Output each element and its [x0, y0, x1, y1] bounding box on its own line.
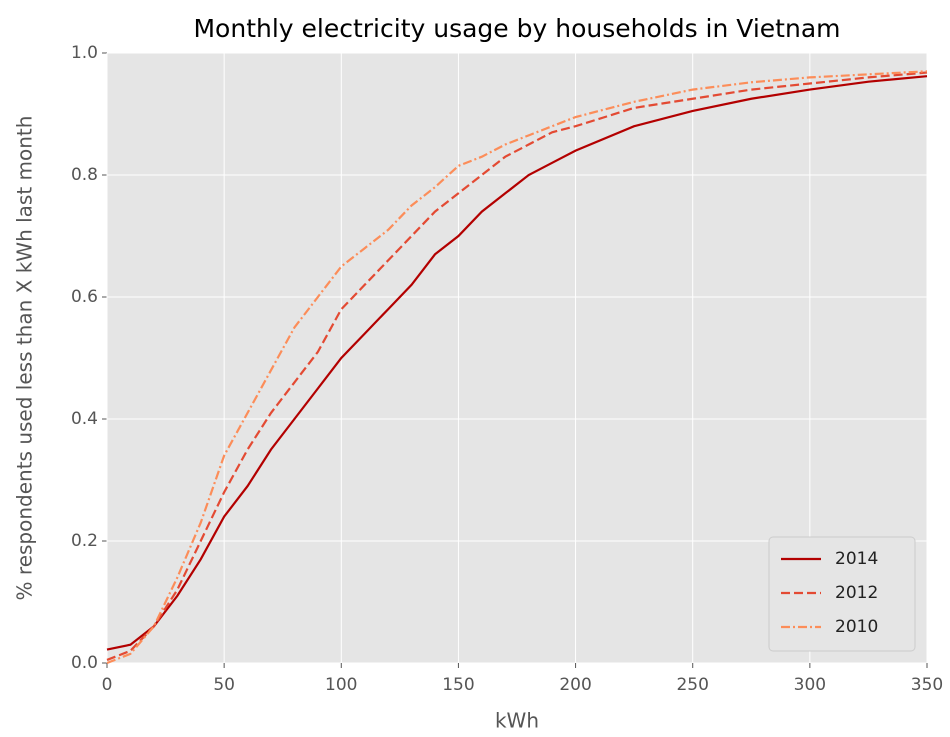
- line: [106, 75, 928, 651]
- legend-label: 2010: [835, 617, 878, 637]
- line: [106, 71, 928, 661]
- chart-title: Monthly electricity usage by households …: [193, 14, 840, 43]
- line: [106, 70, 928, 665]
- x-tick-label: 50: [213, 675, 235, 695]
- y-tick-label: 1.0: [71, 43, 98, 63]
- x-tick-label: 200: [559, 675, 591, 695]
- legend-box: [768, 536, 916, 652]
- y-tick-label: 0.8: [71, 165, 98, 185]
- y-tick-label: 0.2: [71, 531, 98, 551]
- y-axis-label: % respondents used less than X kWh last …: [13, 116, 37, 601]
- y-tick-label: 0.4: [71, 409, 98, 429]
- legend-label: 2014: [835, 549, 878, 569]
- x-tick-label: 150: [442, 675, 474, 695]
- x-tick-label: 300: [794, 675, 826, 695]
- x-tick-label: 0: [102, 675, 113, 695]
- legend: 2014 2012 2010: [768, 536, 916, 652]
- x-axis-label: kWh: [495, 709, 539, 733]
- y-tick-label: 0.6: [71, 287, 98, 307]
- x-tick-label: 350: [911, 675, 943, 695]
- y-tick-label: 0.0: [71, 653, 98, 673]
- x-tick-label: 100: [325, 675, 357, 695]
- x-tick-label: 250: [676, 675, 708, 695]
- legend-label: 2012: [835, 583, 878, 603]
